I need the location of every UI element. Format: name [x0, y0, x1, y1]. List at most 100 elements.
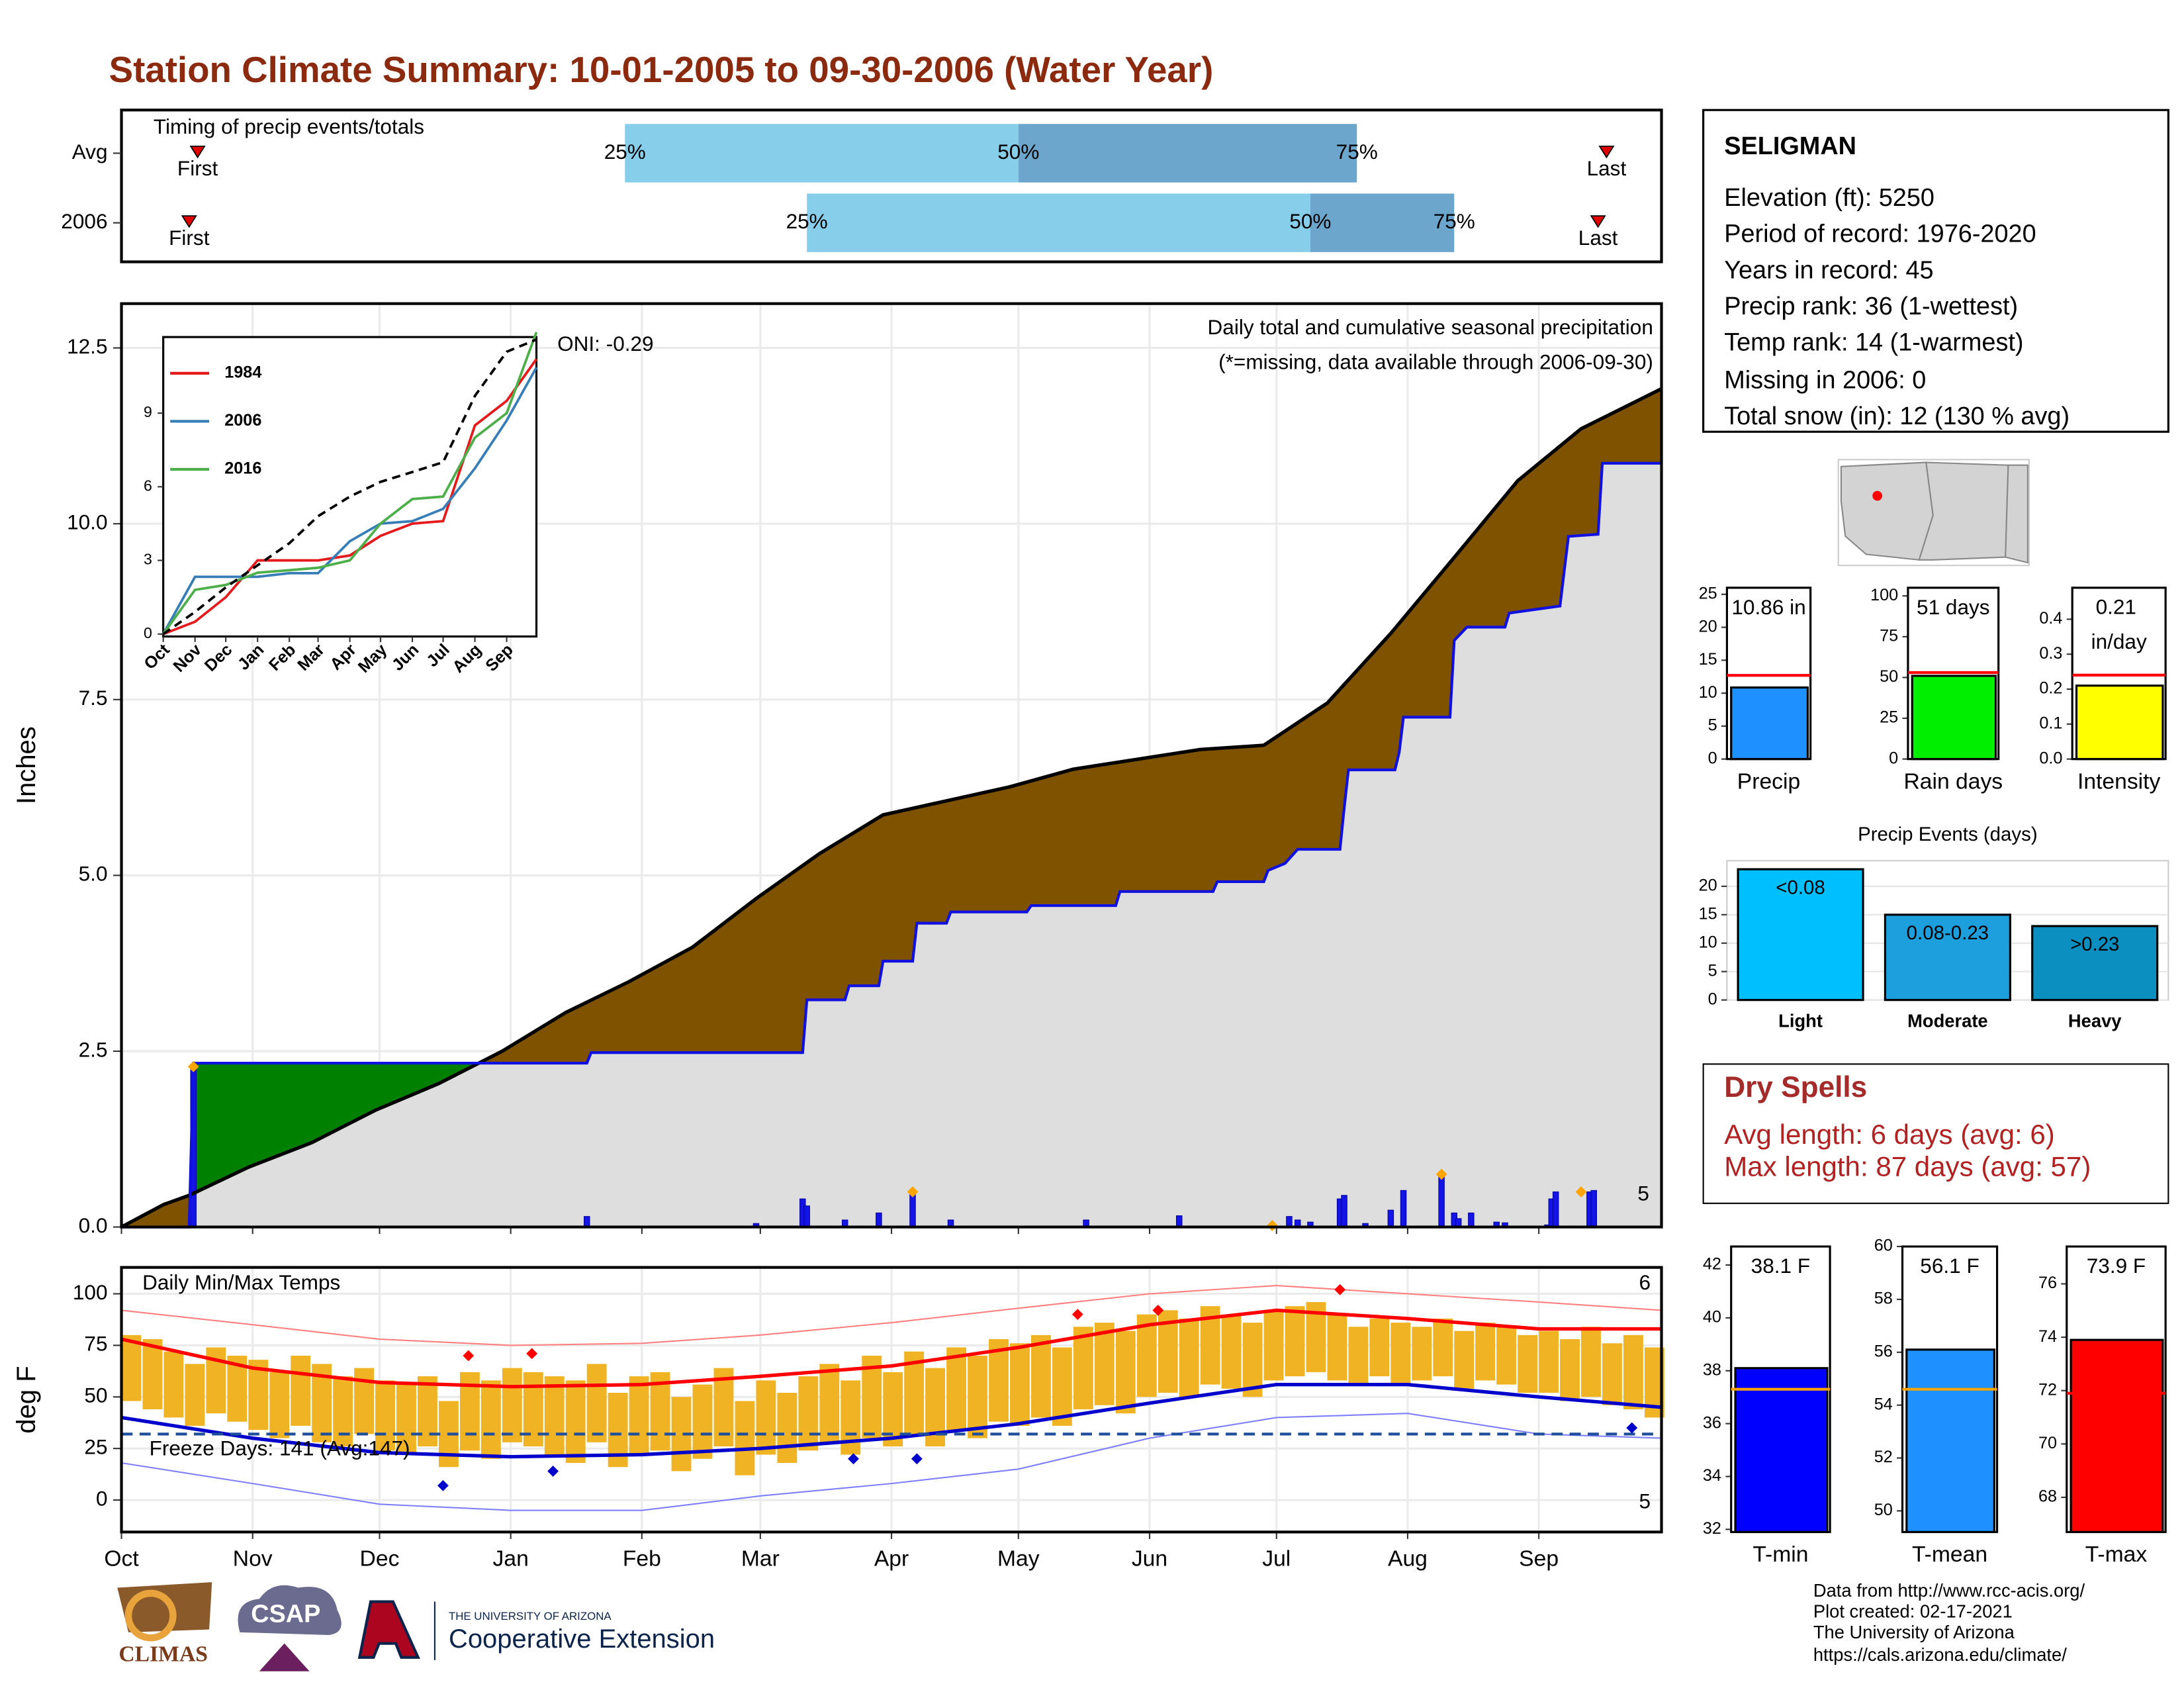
timing-bar-light — [625, 124, 1019, 183]
value-label: 38.1 F — [1751, 1254, 1810, 1278]
daily-temp-bar — [354, 1368, 375, 1434]
logo-text: CLIMAS — [118, 1642, 208, 1666]
timing-bar-dark — [1018, 124, 1357, 183]
y-axis-label: deg F — [12, 1366, 41, 1433]
y-tick-label: 15 — [1699, 905, 1717, 923]
x-tick-label: Nov — [233, 1546, 273, 1571]
y-tick-label: 34 — [1703, 1466, 1721, 1485]
x-tick-label: Light — [1778, 1011, 1823, 1031]
panel-frame — [120, 1266, 1663, 1534]
daily-temp-bar — [1073, 1327, 1093, 1409]
y-tick-label: 0.2 — [2039, 679, 2062, 698]
daily-temp-bar — [756, 1380, 776, 1455]
gauge-label: T-min — [1752, 1542, 1808, 1567]
y-tick-label: 20 — [1699, 876, 1717, 895]
y-tick-label: 7.5 — [79, 686, 108, 710]
daily-temp-bar — [1390, 1323, 1411, 1385]
y-tick-label: 0.0 — [2039, 749, 2062, 767]
panel-frame — [120, 302, 1663, 1229]
record-marker — [463, 1350, 475, 1362]
y-tick-label: 20 — [1699, 617, 1717, 635]
record-marker — [437, 1479, 449, 1491]
normal-min-line — [121, 1382, 1662, 1459]
y-tick-label: 10.0 — [67, 510, 107, 534]
panel-title: Precip Events (days) — [1858, 823, 2038, 845]
station-line: Missing in 2006: 0 — [1724, 366, 1926, 394]
y-tick-label: 72 — [2038, 1380, 2057, 1399]
daily-temp-bar — [1518, 1335, 1538, 1393]
daily-temp-bar — [586, 1364, 607, 1442]
range-label: 0.08-0.23 — [1907, 922, 1989, 944]
record-marker — [187, 1060, 199, 1072]
value-label: 10.86 in — [1731, 595, 1805, 619]
y-tick-label: 60 — [1874, 1237, 1893, 1255]
y-tick-label: 25 — [1699, 584, 1717, 602]
daily-temp-bar — [1285, 1306, 1305, 1377]
daily-temp-bar — [1454, 1331, 1475, 1389]
marker-label: Last — [1587, 156, 1627, 180]
y-tick-label: 5 — [1708, 716, 1717, 735]
daily-temp-bar — [1094, 1323, 1115, 1405]
y-tick-label: 50 — [1874, 1501, 1893, 1519]
inset-line — [162, 332, 538, 635]
bar — [2031, 925, 2159, 1002]
daily-temp-bar — [1052, 1347, 1072, 1426]
x-tick-label: Apr — [874, 1546, 909, 1571]
percentile-label: 75% — [1433, 209, 1475, 233]
station-line: Temp rank: 14 (1-warmest) — [1724, 329, 2023, 357]
inset-line — [162, 358, 538, 635]
daily-temp-bar — [1136, 1314, 1157, 1397]
x-tick-label: Jun — [1132, 1546, 1167, 1571]
gauge-label: Precip — [1737, 769, 1800, 794]
csap-logo: CSAP — [238, 1585, 341, 1671]
y-tick-label: 76 — [2038, 1274, 2057, 1292]
y-tick-label: 58 — [1874, 1289, 1893, 1308]
daily-temp-bar — [1221, 1314, 1242, 1389]
range-label: <0.08 — [1776, 876, 1825, 898]
daily-temp-bar — [163, 1351, 184, 1418]
daily-temp-bar — [1496, 1327, 1517, 1385]
timing-bar-light — [807, 193, 1310, 252]
y-tick-label: 54 — [1874, 1395, 1893, 1413]
daily-temp-bar — [375, 1380, 395, 1451]
logo-text: Cooperative Extension — [449, 1624, 715, 1654]
normal-max-line — [120, 1308, 1662, 1389]
x-tick-label: Moderate — [1907, 1011, 1988, 1031]
panel-title: Daily Min/Max Temps — [142, 1270, 340, 1294]
timing-marker — [1590, 215, 1606, 228]
daily-precip-bar — [1552, 1191, 1559, 1228]
percentile-label: 75% — [1336, 140, 1378, 164]
daily-temp-bar — [1242, 1323, 1263, 1397]
daily-temp-bar — [1433, 1318, 1453, 1377]
gauge-bar — [1734, 1367, 1829, 1533]
record-marker — [911, 1453, 923, 1465]
timing-marker — [189, 146, 206, 159]
daily-precip-bar — [803, 1205, 810, 1228]
dry-spells-line: Avg length: 6 days (avg: 6) — [1724, 1119, 2055, 1150]
daily-temp-bar — [1602, 1343, 1622, 1405]
station-line: Precip rank: 36 (1-wettest) — [1724, 293, 2018, 320]
credit-line: The University of Arizona — [1813, 1622, 2015, 1642]
record-count: 6 — [1639, 1270, 1651, 1294]
station-line: Years in record: 45 — [1724, 256, 1933, 284]
gauge-label: T-mean — [1912, 1542, 1987, 1567]
y-tick-label: 2.5 — [79, 1037, 108, 1061]
daily-temp-bar — [1560, 1339, 1580, 1401]
ua-logo: THE UNIVERSITY OF ARIZONA Cooperative Ex… — [357, 1600, 715, 1660]
dry-spells-line: Max length: 87 days (avg: 57) — [1724, 1150, 2091, 1182]
daily-temp-bar — [692, 1384, 713, 1459]
x-tick-label: Sep — [1519, 1546, 1559, 1571]
logo-text: THE UNIVERSITY OF ARIZONA — [449, 1610, 612, 1622]
x-tick-label: Mar — [741, 1546, 780, 1571]
marker-label: Last — [1578, 226, 1618, 250]
y-tick-label: 36 — [1703, 1413, 1721, 1432]
value-label: 51 days — [1917, 595, 1990, 619]
locator-map — [1837, 459, 2030, 567]
gauge-bar — [2070, 1338, 2164, 1533]
gauge-label: Rain days — [1903, 769, 2003, 794]
daily-temp-bar — [269, 1372, 290, 1438]
panel-subtitle: (*=missing, data available through 2006-… — [1218, 350, 1653, 373]
daily-temp-bar — [1539, 1331, 1559, 1393]
daily-temp-bar — [1263, 1310, 1284, 1381]
daily-precip-bar — [1341, 1195, 1347, 1228]
